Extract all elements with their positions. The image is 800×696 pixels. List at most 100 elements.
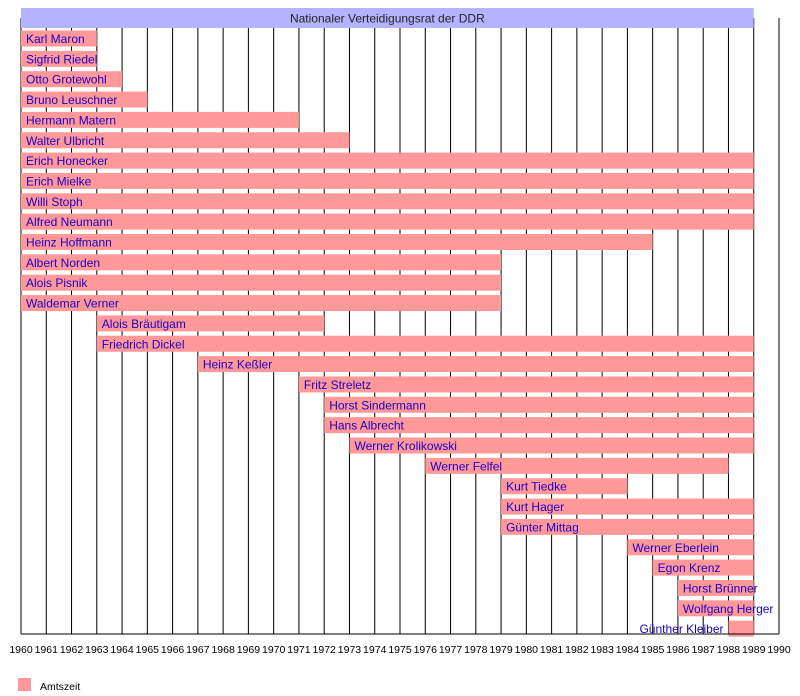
x-tick-label: 1978	[464, 644, 488, 656]
member-label: Günter Mittag	[506, 520, 579, 534]
member-bar	[96, 335, 754, 352]
member-row: Werner Eberlein	[627, 539, 754, 556]
member-row: Heinz Keßler	[197, 356, 754, 373]
x-tick-label: 1967	[186, 644, 210, 656]
member-row: Horst Sindermann	[324, 396, 754, 413]
member-label: Alois Pisnik	[26, 276, 88, 290]
member-bar	[324, 417, 754, 434]
x-tick-label: 1979	[489, 644, 513, 656]
member-label: Egon Krenz	[658, 561, 721, 575]
x-tick-label: 1984	[616, 644, 640, 656]
member-row: Friedrich Dickel	[96, 335, 754, 352]
x-tick-label: 1975	[388, 644, 412, 656]
member-label: Heinz Hoffmann	[26, 236, 112, 250]
x-tick-label: 1981	[540, 644, 564, 656]
x-tick-label: 1982	[565, 644, 589, 656]
x-tick-label: 1990	[767, 644, 791, 656]
member-row: Wolfgang Herger	[677, 600, 774, 617]
member-label: Wolfgang Herger	[683, 602, 774, 616]
member-row: Kurt Hager	[501, 498, 754, 515]
legend: Amtszeit	[18, 678, 80, 693]
member-bar	[21, 172, 754, 189]
member-bar	[501, 518, 754, 535]
member-bar	[677, 600, 754, 617]
x-tick-label: 1980	[515, 644, 539, 656]
legend-label: Amtszeit	[40, 681, 80, 693]
x-tick-label: 1987	[692, 644, 716, 656]
member-row: Sigfrid Riedel	[21, 50, 97, 67]
x-tick-label: 1977	[439, 644, 463, 656]
member-row: Günther Kleiber	[639, 620, 754, 637]
legend-swatch	[18, 678, 31, 691]
member-label: Erich Honecker	[26, 154, 108, 168]
member-label: Horst Brünner	[683, 581, 758, 595]
member-label: Karl Maron	[26, 32, 85, 46]
member-bar	[21, 213, 754, 230]
x-tick-label: 1969	[237, 644, 261, 656]
member-bar	[21, 91, 148, 108]
member-row: Alois Bräutigam	[96, 315, 325, 332]
member-bar	[728, 620, 754, 637]
member-label: Fritz Streletz	[304, 378, 371, 392]
x-tick-label: 1964	[110, 644, 134, 656]
member-label: Werner Felfel	[430, 459, 502, 473]
x-tick-label: 1965	[136, 644, 160, 656]
member-bar	[21, 50, 97, 67]
x-tick-label: 1976	[414, 644, 438, 656]
member-bar	[21, 132, 350, 149]
member-bar	[21, 254, 502, 271]
member-label: Walter Ulbricht	[26, 134, 105, 148]
member-bar	[652, 559, 754, 576]
x-tick-label: 1960	[9, 644, 33, 656]
member-bars: Karl Maron Sigfrid Riedel Otto Grotewohl Br…	[21, 30, 774, 637]
member-label: Horst Sindermann	[329, 398, 426, 412]
member-bar	[324, 396, 754, 413]
member-bar	[627, 539, 754, 556]
member-bar	[501, 478, 628, 495]
x-tick-label: 1974	[363, 644, 387, 656]
member-label: Günther Kleiber	[639, 622, 723, 636]
member-label: Albert Norden	[26, 256, 100, 270]
member-row: Kurt Tiedke	[501, 478, 628, 495]
member-bar	[21, 193, 754, 210]
member-bar	[501, 498, 754, 515]
member-row: Erich Honecker	[21, 152, 754, 169]
member-bar	[21, 111, 299, 128]
member-label: Bruno Leuschner	[26, 93, 117, 107]
member-label: Alois Bräutigam	[102, 317, 186, 331]
member-bar	[21, 30, 97, 47]
title-bar	[21, 8, 754, 28]
x-tick-label: 1988	[717, 644, 741, 656]
x-tick-label: 1966	[161, 644, 185, 656]
member-bar	[425, 457, 729, 474]
chart-title: Nationaler Verteidigungsrat der DDR	[290, 12, 485, 26]
x-tick-label: 1970	[262, 644, 286, 656]
member-bar	[21, 274, 502, 291]
member-label: Sigfrid Riedel	[26, 52, 97, 66]
member-row: Alfred Neumann	[21, 213, 754, 230]
title-bar-group: Nationaler Verteidigungsrat der DDR	[21, 8, 754, 28]
member-label: Werner Eberlein	[632, 541, 718, 555]
member-bar	[96, 315, 325, 332]
member-row: Karl Maron	[21, 30, 97, 47]
x-axis: 1960 1961 1962 1963 1964 1965 1966 1967 1968 1969…	[9, 633, 791, 656]
x-tick-label: 1973	[338, 644, 362, 656]
member-row: Horst Brünner	[677, 579, 758, 596]
member-bar	[21, 295, 502, 312]
x-tick-label: 1971	[287, 644, 311, 656]
member-label: Waldemar Verner	[26, 297, 119, 311]
member-row: Werner Felfel	[425, 457, 729, 474]
member-bar	[21, 234, 653, 250]
member-row: Erich Mielke	[21, 172, 754, 189]
x-tick-label: 1986	[666, 644, 690, 656]
member-label: Willi Stoph	[26, 195, 83, 209]
member-bar	[197, 356, 754, 373]
member-label: Heinz Keßler	[203, 358, 272, 372]
member-row: Willi Stoph	[21, 193, 754, 210]
member-bar	[21, 71, 123, 88]
member-row: Heinz Hoffmann	[21, 234, 653, 250]
member-row: Egon Krenz	[652, 559, 754, 576]
member-label: Otto Grotewohl	[26, 73, 107, 87]
x-tick-label: 1972	[313, 644, 337, 656]
